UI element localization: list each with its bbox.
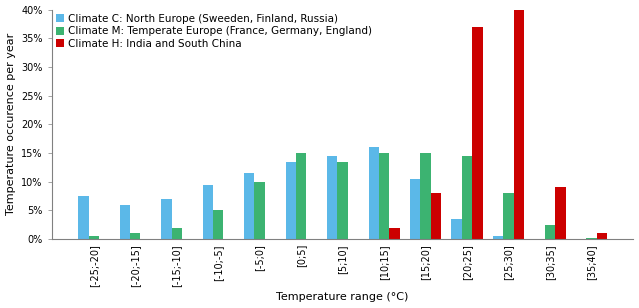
Bar <box>462 156 472 239</box>
Bar <box>389 228 399 239</box>
X-axis label: Temperature range (°C): Temperature range (°C) <box>277 292 409 302</box>
Bar <box>244 173 254 239</box>
Bar <box>410 179 420 239</box>
Bar <box>119 205 130 239</box>
Bar <box>514 10 524 239</box>
Bar <box>369 147 379 239</box>
Bar <box>504 193 514 239</box>
Bar <box>555 188 566 239</box>
Bar <box>472 27 482 239</box>
Legend: Climate C: North Europe (Sweeden, Finland, Russia), Climate M: Temperate Europe : Climate C: North Europe (Sweeden, Finlan… <box>54 12 374 51</box>
Y-axis label: Temperature occurence per year: Temperature occurence per year <box>6 33 15 216</box>
Bar <box>213 210 224 239</box>
Bar <box>420 153 431 239</box>
Bar <box>286 162 296 239</box>
Bar <box>597 233 607 239</box>
Bar <box>545 225 555 239</box>
Bar <box>89 236 99 239</box>
Bar <box>337 162 348 239</box>
Bar <box>493 236 504 239</box>
Bar <box>78 196 89 239</box>
Bar <box>327 156 337 239</box>
Bar <box>161 199 171 239</box>
Bar <box>130 233 141 239</box>
Bar <box>379 153 389 239</box>
Bar <box>296 153 306 239</box>
Bar <box>452 219 462 239</box>
Bar <box>171 228 182 239</box>
Bar <box>431 193 441 239</box>
Bar <box>586 238 597 239</box>
Bar <box>254 182 265 239</box>
Bar <box>203 184 213 239</box>
